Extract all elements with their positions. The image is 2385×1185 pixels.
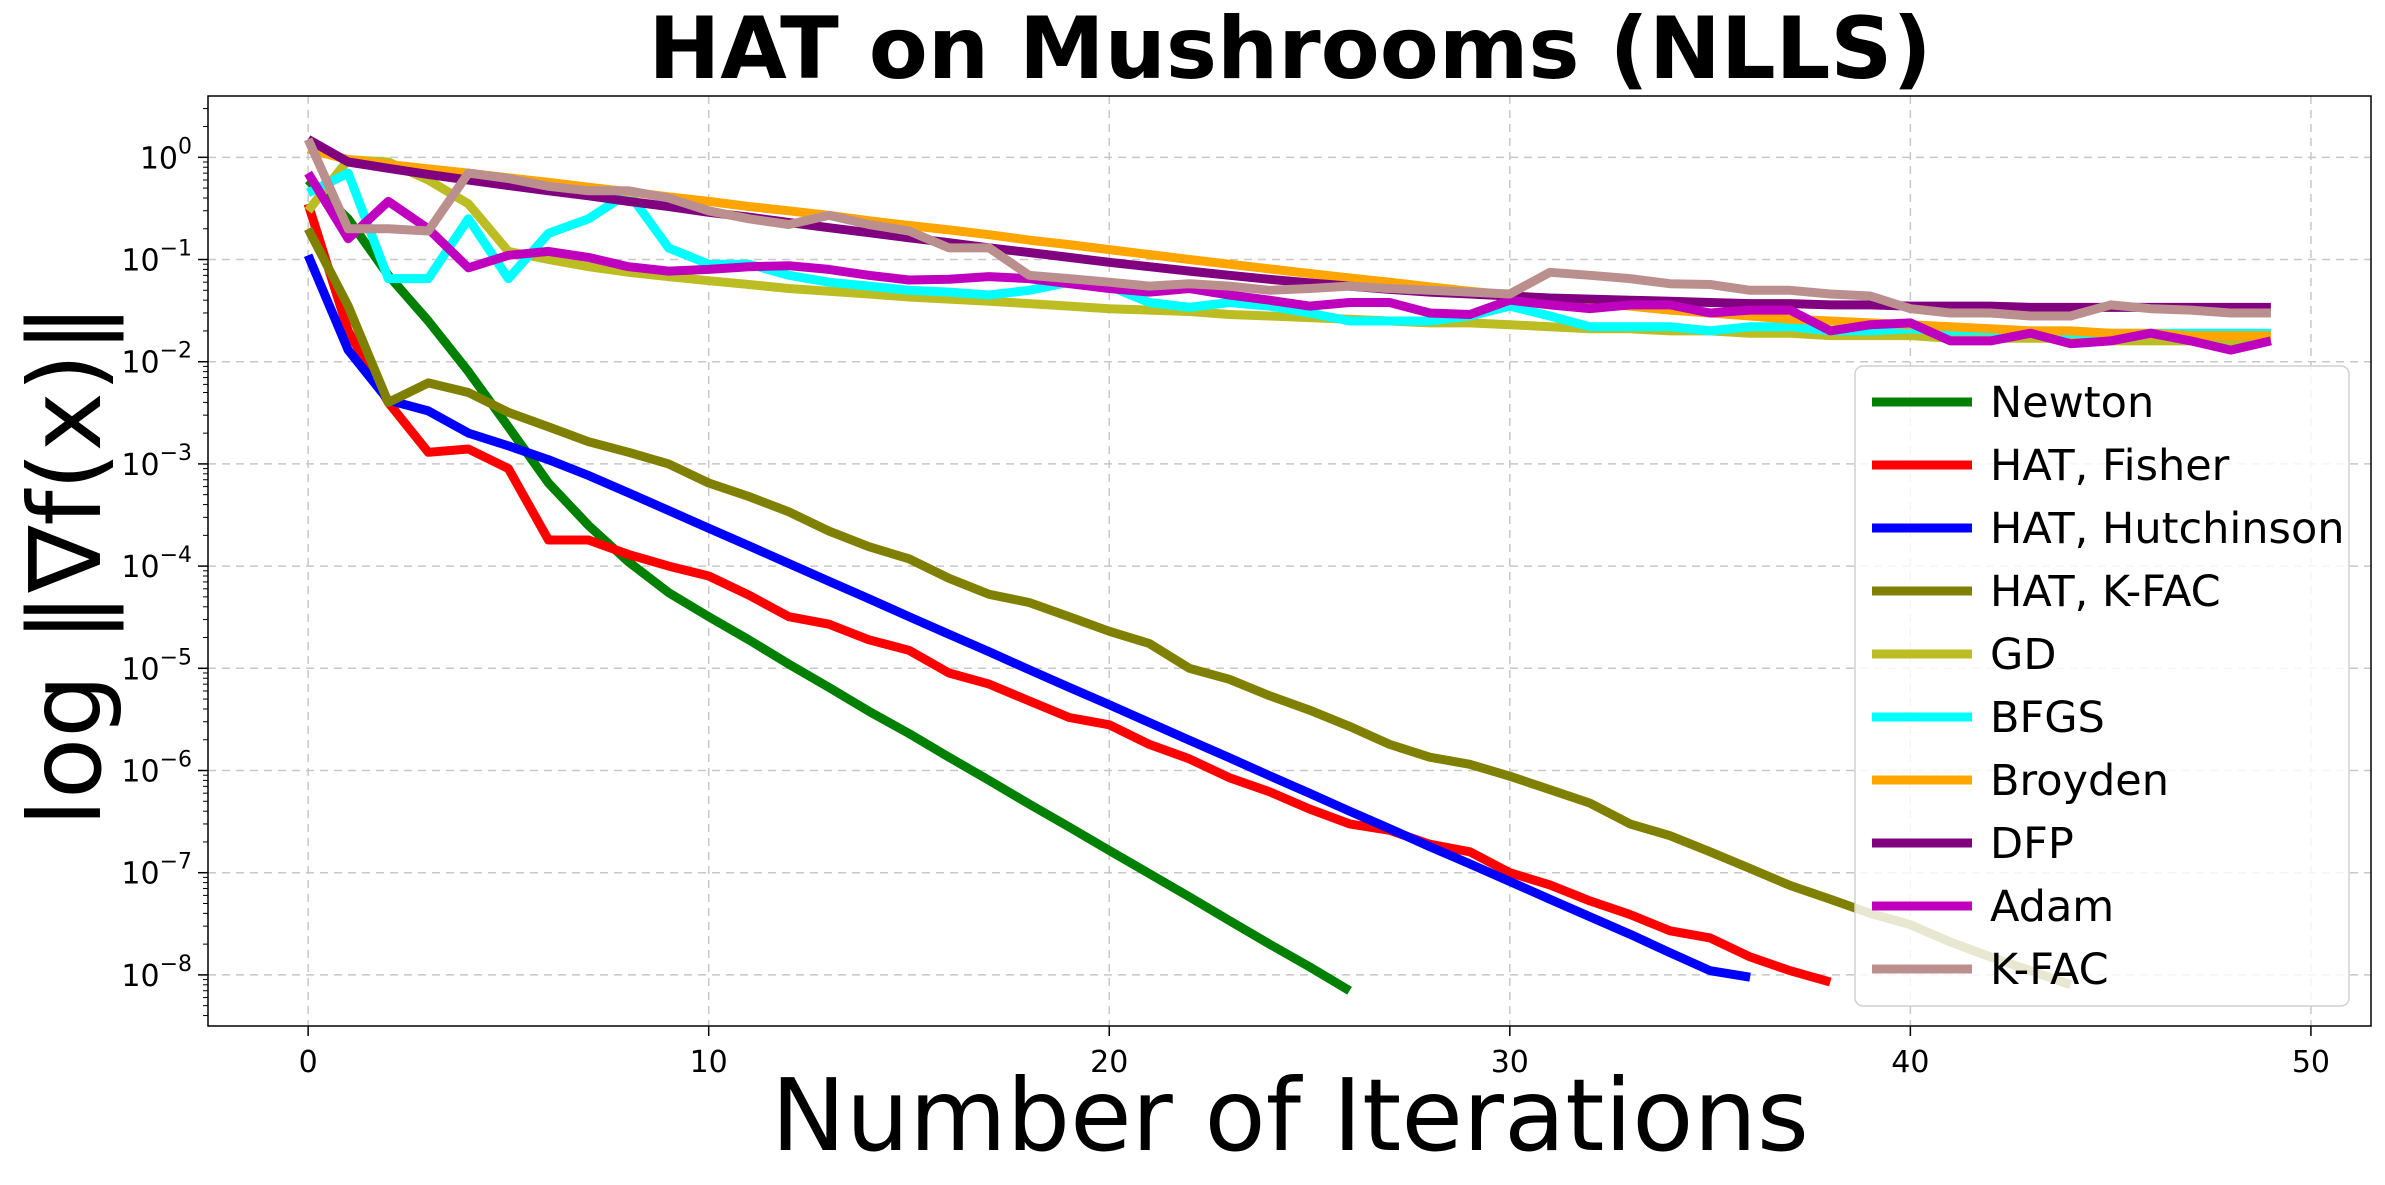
series-line-hat-hutchinson bbox=[303, 253, 1751, 982]
legend-label: Broyden bbox=[1990, 756, 2169, 806]
legend-label: Newton bbox=[1990, 378, 2154, 428]
chart-title: HAT on Mushrooms (NLLS) bbox=[648, 0, 1931, 99]
y-axis-label: log ‖∇f(x)‖ bbox=[7, 303, 124, 827]
y-tick-exponent: −7 bbox=[160, 850, 192, 875]
x-tick-label: 50 bbox=[2292, 1045, 2330, 1080]
y-tick-base: 10 bbox=[121, 346, 159, 381]
y-tick-base: 10 bbox=[121, 448, 159, 483]
legend-label: GD bbox=[1990, 630, 2056, 680]
y-tick-exponent: −3 bbox=[160, 441, 192, 466]
y-tick-exponent: 0 bbox=[178, 134, 192, 159]
y-tick-exponent: −2 bbox=[160, 339, 192, 364]
series-line-newton bbox=[304, 176, 1352, 995]
x-axis-label: Number of Iterations bbox=[771, 1057, 1809, 1174]
legend-label: K-FAC bbox=[1990, 945, 2109, 995]
plot-area-frame bbox=[207, 95, 2372, 1027]
y-tick-label: 10−8 bbox=[121, 952, 192, 994]
y-tick-label: 10−6 bbox=[121, 748, 192, 790]
y-tick-base: 10 bbox=[140, 141, 178, 176]
y-tick-base: 10 bbox=[121, 857, 159, 892]
legend-label: HAT, K-FAC bbox=[1990, 567, 2221, 617]
legend-label: BFGS bbox=[1990, 693, 2105, 743]
legend: Newton HAT, Fisher HAT, Hutchinson HAT, K-F… bbox=[1854, 365, 2350, 1007]
legend-label: HAT, Hutchinson bbox=[1990, 504, 2345, 554]
x-tick-label: 10 bbox=[690, 1045, 728, 1080]
series-lines bbox=[303, 135, 2272, 995]
y-tick-exponent: −1 bbox=[160, 237, 192, 262]
y-tick-label: 10−7 bbox=[121, 850, 192, 892]
y-tick-base: 10 bbox=[121, 755, 159, 790]
y-tick-label: 10−1 bbox=[121, 237, 192, 279]
y-tick-exponent: −5 bbox=[160, 645, 192, 670]
y-tick-base: 10 bbox=[121, 244, 159, 279]
legend-label: DFP bbox=[1990, 819, 2074, 869]
y-tick-base: 10 bbox=[121, 550, 159, 585]
y-tick-label: 10−2 bbox=[121, 339, 192, 381]
y-tick-exponent: −8 bbox=[160, 952, 192, 977]
legend-box bbox=[1854, 365, 2350, 1007]
series-line-k-fac bbox=[303, 137, 2271, 321]
y-tick-label: 100 bbox=[140, 134, 192, 176]
y-tick-label: 10−3 bbox=[121, 441, 192, 483]
series-line-dfp bbox=[305, 135, 2271, 312]
series-line-adam bbox=[304, 170, 2272, 355]
y-tick-exponent: −4 bbox=[160, 543, 192, 568]
y-tick-base: 10 bbox=[121, 959, 159, 994]
x-tick-label: 40 bbox=[1891, 1045, 1929, 1080]
series-line-hat-fisher bbox=[303, 202, 1832, 987]
y-tick-base: 10 bbox=[121, 652, 159, 687]
series-line-hat-k-fac bbox=[304, 226, 2073, 990]
x-tick-label: 30 bbox=[1491, 1045, 1529, 1080]
legend-label: HAT, Fisher bbox=[1990, 441, 2230, 491]
x-tick-label: 20 bbox=[1090, 1045, 1128, 1080]
y-tick-label: 10−4 bbox=[121, 543, 192, 585]
y-tick-label: 10−5 bbox=[121, 645, 192, 687]
y-tick-exponent: −6 bbox=[160, 748, 192, 773]
legend-label: Adam bbox=[1990, 882, 2114, 932]
axis-ticks: 0 10 20 30 40 5010010−110−210−310−410−510−610… bbox=[121, 108, 2330, 1080]
x-tick-label: 0 bbox=[299, 1045, 318, 1080]
